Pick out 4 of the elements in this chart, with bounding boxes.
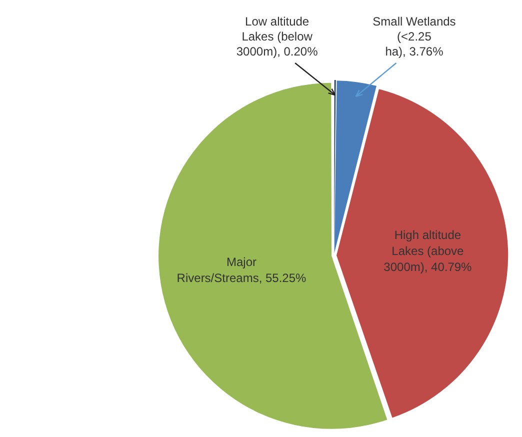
slice-label: Small Wetlands (<2.25 ha), 3.76%	[372, 14, 456, 58]
slice-label: Low altitude Lakes (below 3000m), 0.20%	[236, 14, 318, 58]
slice-label: Major Rivers/Streams, 55.25%	[176, 255, 307, 286]
slice-label: High altitude Lakes (above 3000m), 40.79%	[384, 228, 472, 274]
